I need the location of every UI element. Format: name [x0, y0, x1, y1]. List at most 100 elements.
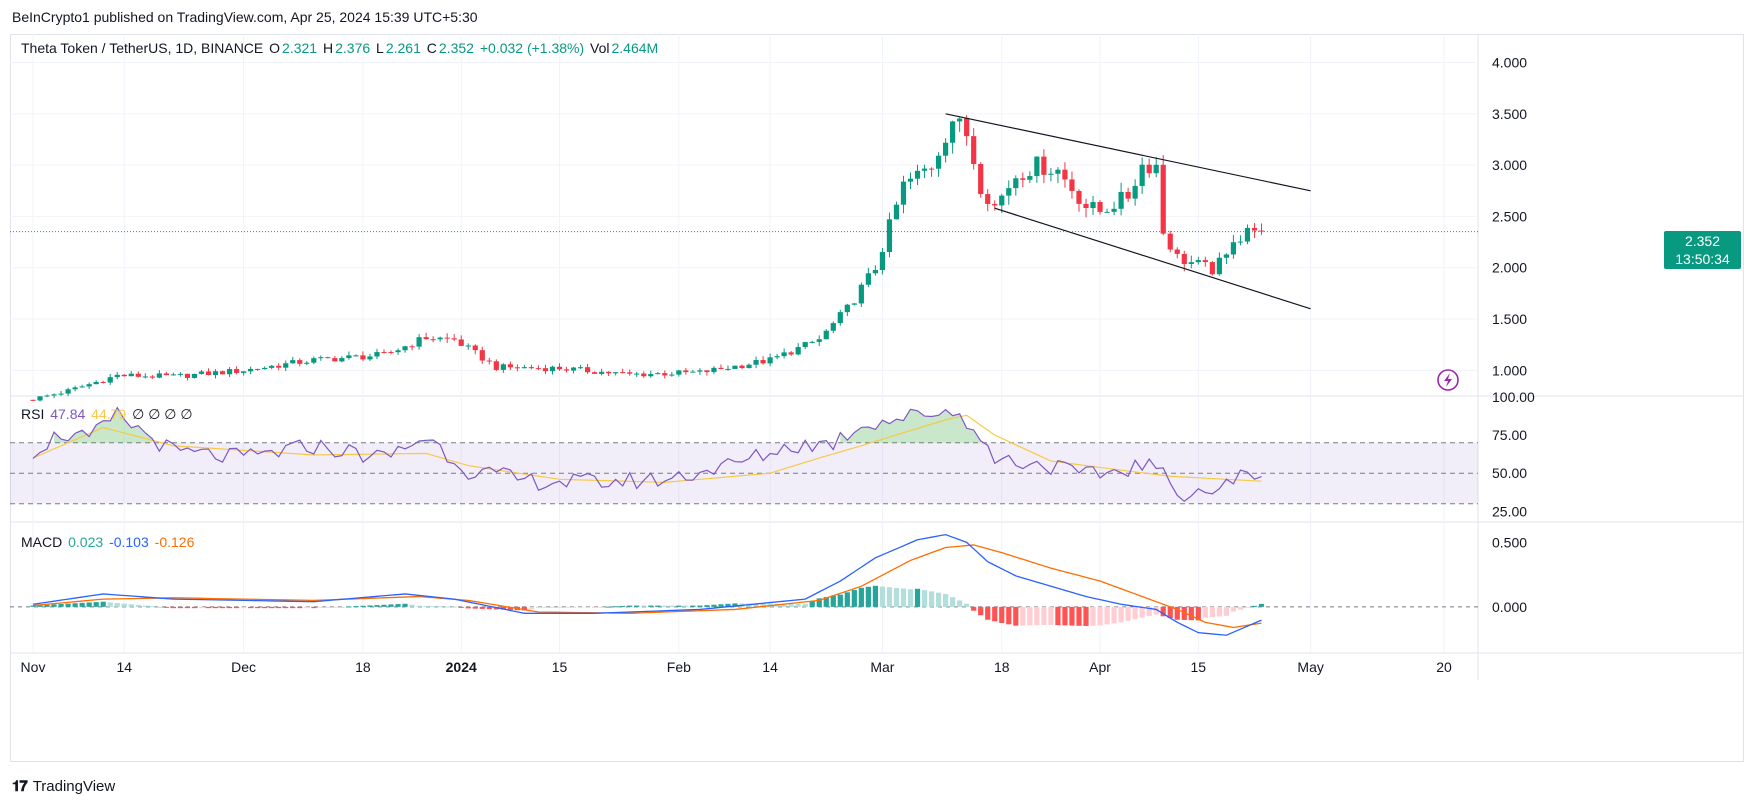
macd-histogram-bar	[339, 606, 345, 608]
macd-tick-label: 0.000	[1492, 599, 1527, 615]
macd-legend: MACD 0.023 -0.103 -0.126	[21, 534, 196, 550]
price-tick-label: 2.000	[1492, 260, 1527, 276]
macd-histogram-bar	[416, 605, 422, 607]
macd-histogram-bar	[676, 605, 682, 607]
candle-body	[1181, 253, 1187, 265]
candle-body	[1062, 169, 1068, 180]
macd-histogram-bar	[107, 602, 113, 607]
macd-histogram-bar	[1013, 606, 1019, 626]
macd-histogram-value: 0.023	[68, 534, 104, 550]
macd-tick-label: 0.500	[1492, 534, 1527, 550]
candle-body	[704, 370, 710, 373]
rsi-tick-label: 100.00	[1492, 389, 1535, 405]
candle-body	[30, 399, 36, 401]
candle-body	[1146, 164, 1152, 174]
macd-histogram-bar	[725, 603, 731, 607]
candle-body	[402, 346, 408, 351]
candle-body	[542, 368, 549, 372]
price-tick-label: 4.000	[1492, 55, 1527, 71]
candle-body	[1125, 191, 1131, 199]
time-tick-label: Apr	[1089, 659, 1111, 675]
candle-body	[325, 357, 331, 359]
candle-body	[767, 357, 773, 364]
macd-histogram-bar	[577, 606, 584, 608]
macd-histogram-bar	[458, 606, 464, 608]
footer-brand[interactable]: 𝟏𝟕 TradingView	[12, 778, 115, 795]
macd-histogram-bar	[1076, 606, 1082, 626]
candle-body	[549, 366, 556, 372]
candle-body	[935, 155, 942, 169]
candle-body	[914, 170, 921, 179]
candle-body	[437, 337, 443, 340]
macd-histogram-bar	[65, 603, 71, 607]
candle-body	[86, 384, 92, 387]
macd-histogram-bar	[1055, 606, 1061, 626]
candle-body	[346, 355, 352, 359]
macd-histogram-bar	[760, 603, 766, 607]
macd-histogram-bar	[563, 606, 570, 608]
candle-body	[999, 195, 1005, 206]
last-price-badge: 2.352 13:50:34	[1664, 231, 1741, 269]
macd-histogram-bar	[346, 606, 352, 608]
macd-histogram-bar	[556, 606, 563, 608]
time-tick-label: Mar	[870, 659, 894, 675]
candle-body	[957, 118, 963, 122]
candle-body	[100, 381, 106, 383]
macd-histogram-bar	[599, 606, 605, 608]
macd-histogram-bar	[753, 603, 759, 607]
macd-histogram-bar	[690, 605, 696, 607]
candle-body	[233, 369, 240, 373]
rsi-overbought-fill	[840, 409, 981, 443]
macd-label: MACD	[21, 534, 63, 550]
macd-histogram-bar	[732, 603, 738, 607]
macd-histogram-bar	[1174, 606, 1180, 620]
candle-body	[1013, 178, 1019, 189]
macd-histogram-bar	[135, 604, 141, 607]
candle-body	[269, 365, 275, 368]
macd-histogram-bar	[570, 606, 577, 608]
candle-body	[44, 395, 50, 397]
macd-value: -0.103	[109, 534, 149, 550]
macd-histogram-bar	[233, 606, 240, 609]
candle-body	[163, 373, 169, 376]
candle-body	[1258, 230, 1265, 232]
macd-histogram-bar	[802, 604, 808, 607]
candle-body	[893, 204, 900, 220]
macd-histogram-bar	[30, 605, 36, 607]
candle-body	[1160, 164, 1166, 234]
macd-histogram-bar	[1237, 606, 1244, 610]
candle-body	[514, 367, 520, 369]
time-tick-label: 18	[994, 659, 1010, 675]
macd-histogram-bar	[255, 606, 261, 609]
macd-histogram-bar	[86, 602, 92, 607]
candle-body	[72, 387, 78, 390]
macd-histogram-bar	[971, 606, 977, 611]
macd-histogram-bar	[177, 606, 184, 609]
candle-body	[416, 337, 422, 347]
candle-body	[823, 330, 829, 340]
rsi-tick-label: 75.00	[1492, 427, 1527, 443]
candle-body	[851, 303, 857, 305]
volume-label: Vol	[590, 40, 610, 56]
macd-histogram-bar	[542, 606, 549, 609]
macd-histogram-bar	[641, 605, 647, 607]
macd-histogram-bar	[788, 603, 794, 607]
candle-body	[676, 370, 682, 375]
macd-histogram-bar	[44, 604, 50, 607]
candle-body	[788, 352, 794, 355]
candle-body	[907, 178, 914, 182]
macd-histogram-bar	[1244, 606, 1251, 608]
candle-body	[79, 386, 85, 388]
candle-body	[114, 374, 120, 378]
macd-histogram-bar	[114, 602, 120, 607]
candle-body	[219, 371, 226, 375]
macd-histogram-bar	[528, 606, 535, 610]
close-label: C	[426, 40, 437, 56]
macd-histogram-bar	[1181, 606, 1187, 620]
macd-histogram-bar	[205, 606, 212, 609]
macd-histogram-bar	[1020, 606, 1026, 626]
macd-histogram-bar	[718, 604, 724, 607]
rsi-label: RSI	[21, 406, 45, 422]
candle-body	[1251, 227, 1258, 231]
